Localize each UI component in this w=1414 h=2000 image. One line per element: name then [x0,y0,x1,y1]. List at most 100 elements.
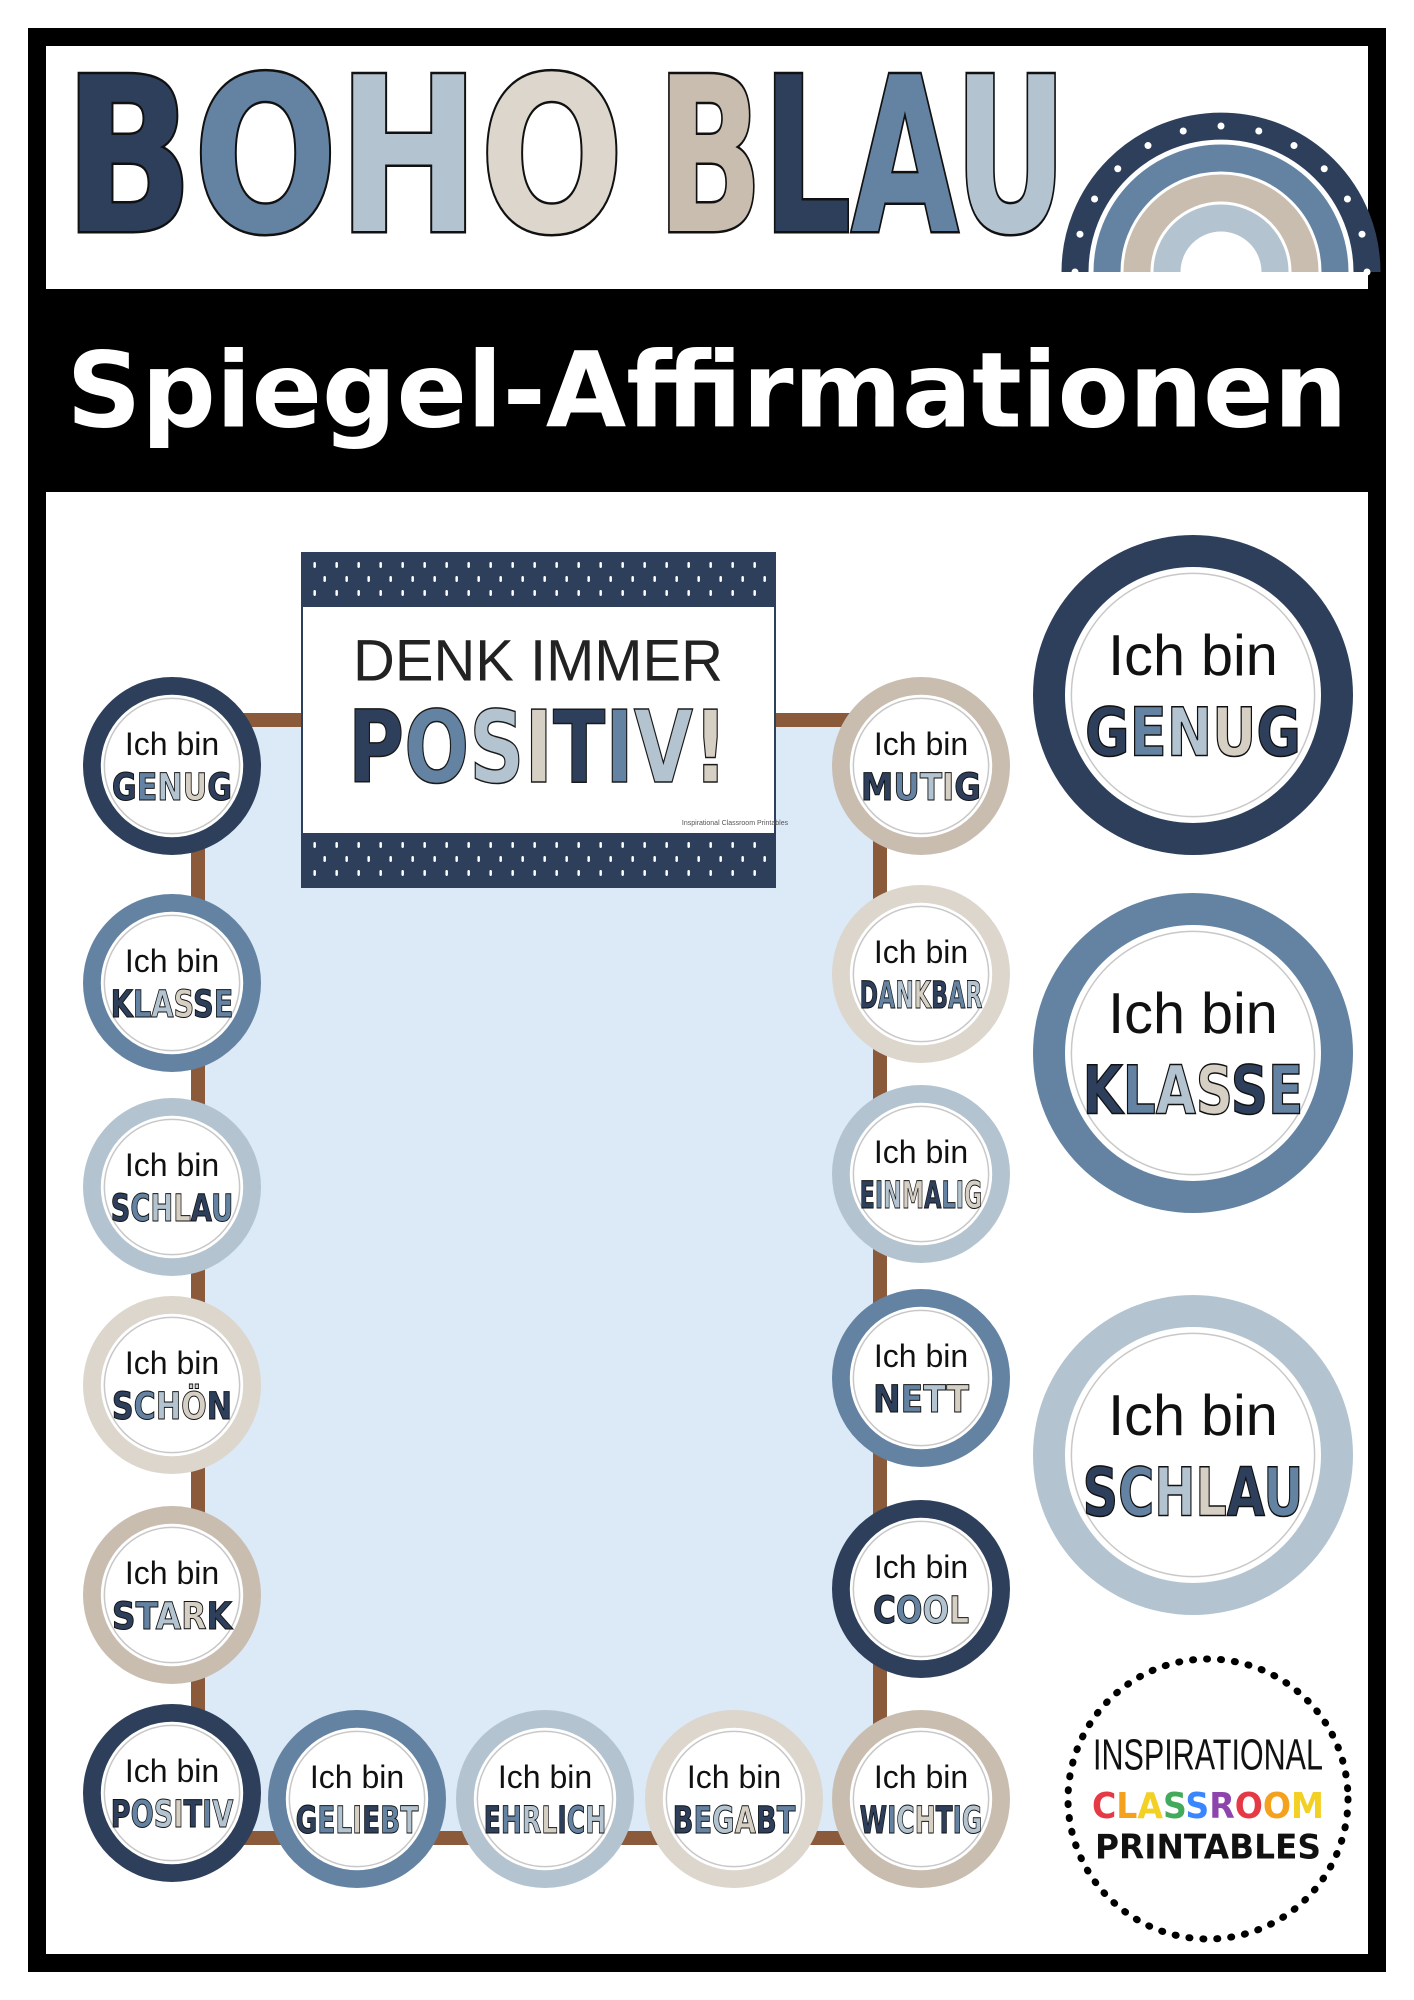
circle-prefix: Ich bin [687,1759,781,1795]
poster-dot [411,576,414,582]
poster-dot [665,562,668,568]
poster-dot [753,870,756,876]
circle-outline [103,1316,241,1454]
logo-line2: CLASSROOM [1092,1786,1324,1827]
circle-outline [852,1105,990,1243]
poster-dot [675,576,678,582]
poster-dots [313,562,766,876]
circle-word: SCHLAU [111,1186,234,1230]
mirror-board [191,713,887,1845]
poster-dot [521,576,524,582]
circle-outline [1070,572,1316,818]
rainbow-dot [1114,165,1122,173]
circle-face [473,1727,617,1871]
poster-dot [555,562,558,568]
poster-dot [335,870,338,876]
poster-dot [467,870,470,876]
circle-outline [852,1520,990,1658]
poster-dot [653,856,656,862]
poster-line1: DENK IMMER [353,628,723,693]
poster-dot [313,590,316,596]
poster-dot [697,856,700,862]
circle-outline [852,1730,990,1868]
poster-dot [313,870,316,876]
poster-band-top [302,553,775,607]
poster-dot [477,856,480,862]
circle-outline [852,697,990,835]
circle-face [1065,1327,1321,1583]
circle-prefix: Ich bin [125,726,219,762]
poster-dot [521,856,524,862]
poster-dot [357,562,360,568]
poster-dot [489,590,492,596]
poster-dot [577,842,580,848]
poster-dot [489,870,492,876]
poster-dot [335,590,338,596]
poster-dot [687,590,690,596]
circle-face [849,902,993,1046]
poster-dot [379,590,382,596]
poster-dot [467,842,470,848]
poster-dot [467,590,470,596]
poster-dot [477,576,480,582]
poster-dot [621,562,624,568]
circle-prefix: Ich bin [874,1134,968,1170]
poster-dot [357,842,360,848]
poster-dot [367,856,370,862]
poster-dot [731,562,734,568]
poster-dot [665,842,668,848]
poster-dot [621,870,624,876]
poster-dot [455,576,458,582]
poster-dot [411,856,414,862]
poster-band-bottom [302,833,775,887]
poster-dot [345,576,348,582]
circle-outline [103,1526,241,1664]
poster-dot [445,562,448,568]
poster-dot [577,870,580,876]
circle-outline [103,914,241,1052]
circle-prefix: Ich bin [874,934,968,970]
poster-dot [763,856,766,862]
circle-outline [1070,930,1316,1176]
circle-outline [665,1730,803,1868]
circle-face [285,1727,429,1871]
rainbow-arc [1123,174,1319,273]
title-word: BLAU [657,31,1067,282]
poster-dot [643,590,646,596]
circle-face [100,1721,244,1865]
circle-word: NETT [873,1377,970,1421]
poster-dot [313,562,316,568]
poster-dot [587,856,590,862]
circle-word: GENUG [1085,693,1301,771]
poster-credit: Inspirational Classroom Printables [682,820,789,827]
rainbow-dot [1217,122,1225,130]
poster-dot [709,562,712,568]
poster-dot [753,562,756,568]
poster-dot [643,562,646,568]
poster-dot [731,590,734,596]
poster-dot [741,576,744,582]
poster-dot [577,562,580,568]
poster-dot [357,590,360,596]
circle-word: WICHTIG [860,1798,983,1842]
logo: INSPIRATIONAL CLASSROOM PRINTABLES [1064,1655,1352,1943]
poster-dot [621,590,624,596]
poster-dot [511,590,514,596]
poster-dot [643,870,646,876]
circle-prefix: Ich bin [874,726,968,762]
circle-word: EINMALIG [860,1173,983,1217]
poster-dot [499,856,502,862]
circle-prefix: Ich bin [125,1753,219,1789]
circle-face [849,1517,993,1661]
circle-word: MUTIG [861,765,981,809]
circle-prefix: Ich bin [125,1147,219,1183]
poster-dot [653,576,656,582]
poster-dot [687,842,690,848]
poster-dot [423,590,426,596]
poster-dot [753,590,756,596]
circle-word: KLASSE [1083,1051,1304,1129]
poster-dot [555,870,558,876]
circle-outline [103,1724,241,1862]
circle-word: GELIEBT [296,1798,419,1842]
